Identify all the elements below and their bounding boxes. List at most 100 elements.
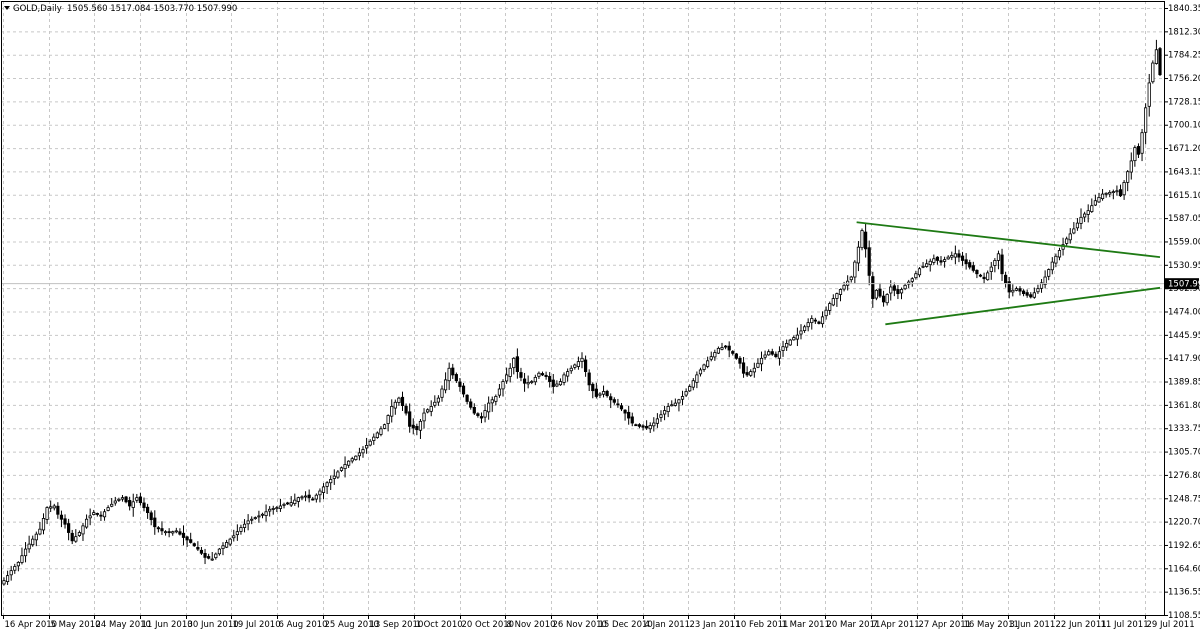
candle: [899, 287, 904, 300]
candle: [174, 527, 178, 534]
date-tick-label: 27 Apr 2011: [919, 620, 972, 630]
candle: [1000, 248, 1004, 281]
candle: [199, 546, 204, 555]
candle: [960, 251, 965, 266]
candle: [364, 437, 369, 454]
candle: [163, 530, 168, 536]
candle: [146, 503, 150, 519]
candle: [102, 508, 107, 521]
candle: [472, 403, 476, 415]
candle: [469, 398, 473, 410]
candle: [181, 525, 186, 546]
candle: [727, 341, 731, 358]
candle: [167, 528, 171, 538]
candle: [232, 529, 236, 542]
price-tick-label: 1615.100: [1168, 191, 1200, 201]
candle: [759, 351, 764, 372]
candle: [587, 369, 591, 392]
candle: [1090, 198, 1094, 213]
candle: [519, 367, 523, 382]
candle: [242, 519, 247, 533]
candle: [637, 423, 642, 429]
candle: [501, 379, 505, 397]
candle: [81, 522, 85, 541]
support-trendline[interactable]: [885, 286, 1161, 326]
candle: [479, 412, 484, 424]
candle: [404, 403, 408, 416]
candle: [293, 493, 297, 506]
candle: [788, 338, 792, 346]
candle: [386, 414, 390, 432]
candle: [70, 529, 74, 545]
candle: [709, 351, 713, 362]
candle: [382, 423, 387, 430]
candle: [13, 563, 17, 574]
candle: [530, 380, 534, 385]
candle: [641, 424, 645, 431]
candle: [612, 397, 616, 405]
candle: [670, 400, 674, 407]
candle: [1054, 253, 1058, 268]
candle: [874, 289, 878, 301]
candle: [921, 262, 925, 269]
candle: [856, 241, 861, 272]
candle: [964, 253, 968, 270]
candle: [332, 469, 336, 485]
candle: [418, 419, 423, 439]
candle: [609, 393, 613, 409]
candle: [1104, 192, 1108, 198]
candle: [903, 283, 907, 291]
candle: [731, 350, 735, 356]
candle: [1021, 289, 1026, 297]
price-tick-label: 1192.650: [1168, 541, 1200, 551]
candle: [454, 372, 458, 383]
candle: [1147, 73, 1151, 117]
candle: [1133, 145, 1137, 167]
candle: [253, 516, 257, 520]
candle: [713, 349, 717, 361]
date-tick-label: 11 Jul 2011: [1101, 620, 1149, 630]
candle: [1097, 192, 1101, 203]
candle: [483, 404, 487, 423]
candle: [522, 372, 527, 392]
candle: [325, 481, 329, 495]
price-axis[interactable]: 1840.350 1812.300 1784.250 1756.200 1728.150…: [1164, 4, 1200, 621]
candle: [264, 504, 268, 522]
candle: [246, 514, 250, 531]
candle: [1111, 189, 1115, 200]
candle: [953, 245, 957, 265]
candle: [691, 378, 695, 391]
date-tick-label: 16 May 2011: [964, 620, 1019, 630]
candle: [235, 524, 239, 541]
candle: [795, 327, 800, 347]
candle: [268, 506, 272, 517]
candle: [932, 254, 936, 265]
candle: [314, 493, 318, 503]
candle: [5, 570, 10, 585]
candle: [741, 356, 746, 378]
candle: [720, 342, 724, 351]
candle: [767, 349, 771, 356]
candle: [634, 423, 638, 427]
candle: [734, 352, 738, 360]
candle: [878, 282, 882, 298]
candle: [354, 455, 358, 461]
candle: [512, 357, 516, 375]
candle: [1140, 128, 1144, 162]
resistance-trendline[interactable]: [856, 221, 1161, 259]
candle: [576, 356, 581, 370]
candle: [867, 240, 871, 286]
candle: [350, 456, 354, 464]
candle: [95, 512, 99, 517]
candle: [2, 577, 6, 586]
candle: [156, 526, 160, 533]
candle: [1036, 284, 1040, 294]
date-tick-label: 11 Jun 2010: [142, 620, 193, 630]
candle: [372, 433, 376, 445]
candle: [461, 383, 466, 398]
dropdown-triangle-icon[interactable]: [4, 6, 10, 10]
candle: [113, 496, 117, 506]
candle: [31, 535, 35, 547]
